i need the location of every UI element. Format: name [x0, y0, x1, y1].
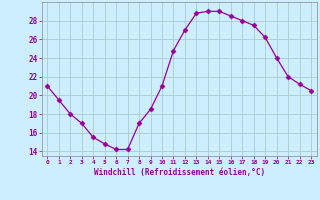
X-axis label: Windchill (Refroidissement éolien,°C): Windchill (Refroidissement éolien,°C)	[94, 168, 265, 177]
